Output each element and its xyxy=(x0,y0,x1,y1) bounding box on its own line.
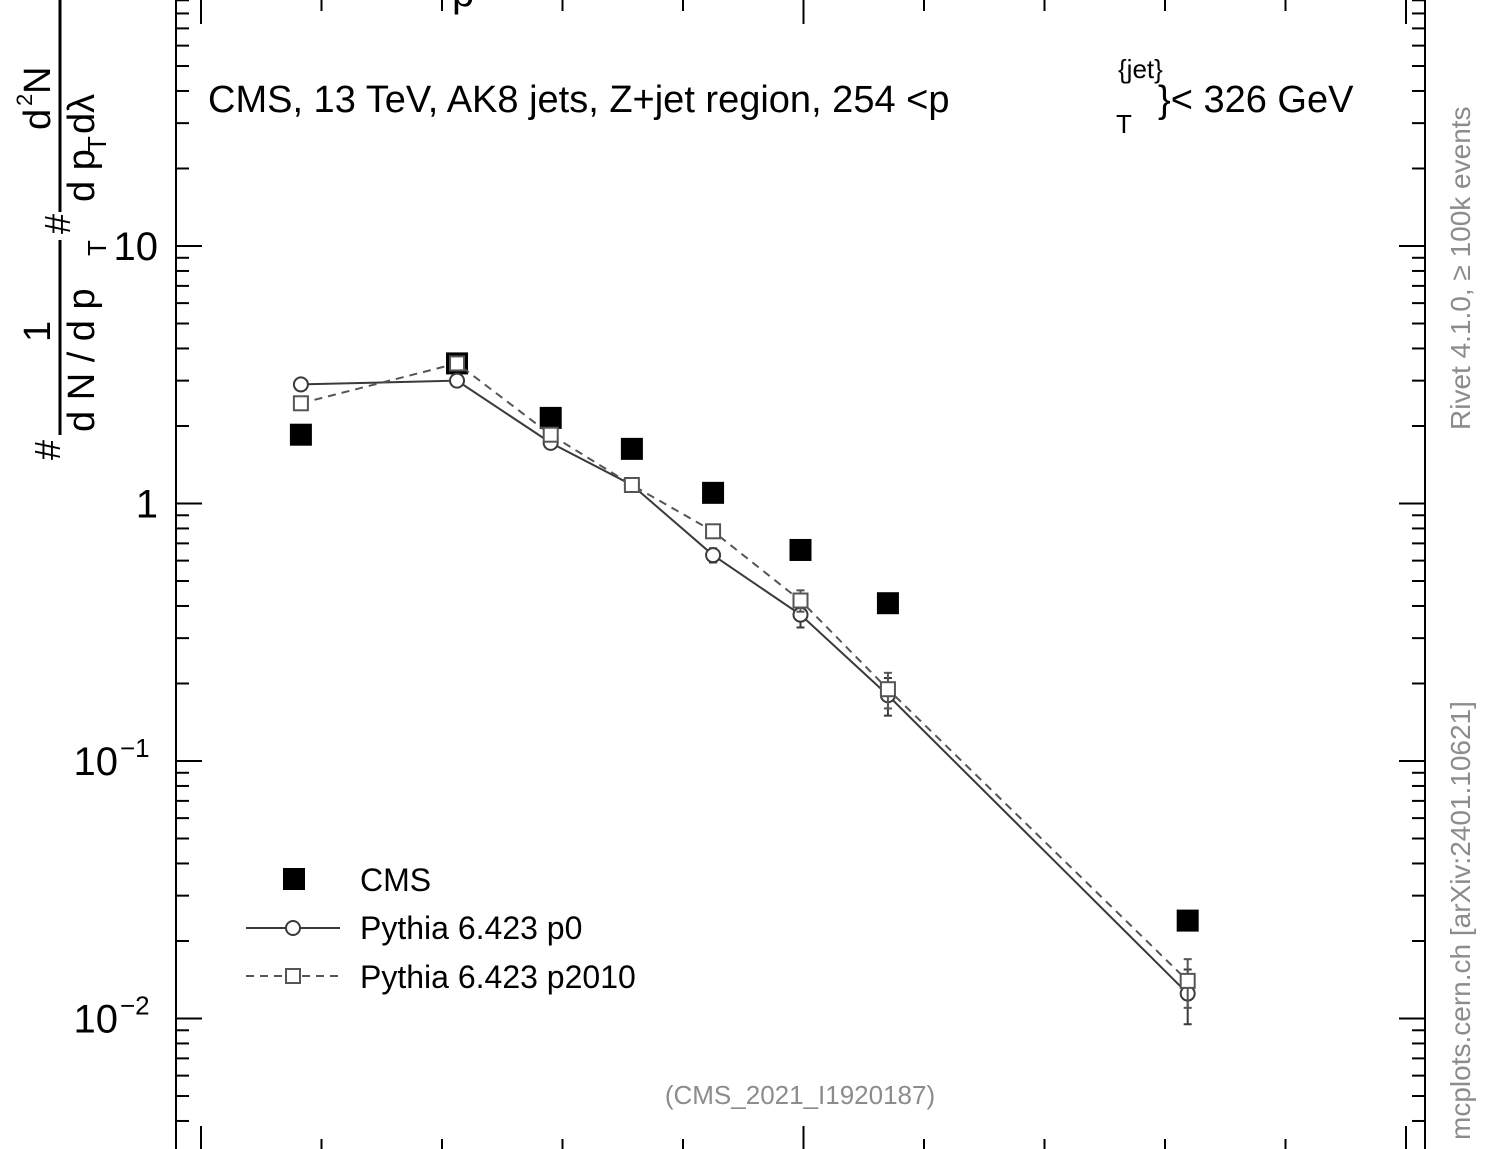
ylabel-den2-post: dλ xyxy=(61,94,103,134)
top-partial-label: p xyxy=(452,0,474,15)
ylabel-den-sub: T xyxy=(82,240,112,256)
y-tick-label: 10 xyxy=(114,225,159,269)
title-end: }< 326 GeV xyxy=(1158,79,1354,121)
data-point-square xyxy=(289,423,312,446)
data-point-square xyxy=(1176,909,1199,932)
ylabel-hash: # xyxy=(27,440,68,460)
series-line xyxy=(300,362,1189,982)
series-layer xyxy=(289,352,1199,1026)
data-point-open-square xyxy=(1179,972,1196,989)
plot-border xyxy=(175,0,1426,1149)
data-point-open-square xyxy=(449,355,466,372)
data-point-open-square xyxy=(292,395,309,412)
data-point-open-square xyxy=(879,681,896,698)
data-point-open-square xyxy=(792,592,809,609)
data-point-circle xyxy=(292,376,309,393)
data-point-open-square xyxy=(542,426,559,443)
legend: CMS Pythia 6.423 p0 Pythia 6.423 p2010 xyxy=(246,862,636,995)
title-superscript: {jet} xyxy=(1118,54,1163,84)
legend-label-p0: Pythia 6.423 p0 xyxy=(360,910,582,946)
series-line xyxy=(300,379,1189,995)
ylabel-num2-post: N xyxy=(17,67,59,94)
x-axis-ticks xyxy=(200,0,1407,1149)
ylabel-num2-pre: d xyxy=(17,109,59,130)
data-point-square xyxy=(702,481,725,504)
legend-label-cms: CMS xyxy=(360,862,431,898)
title-main: CMS, 13 TeV, AK8 jets, Z+jet region, 254… xyxy=(208,79,949,121)
y-tick-label-exponent: −1 xyxy=(120,733,150,763)
legend-marker-p0 xyxy=(285,920,301,936)
data-point-square xyxy=(539,406,562,429)
series-2 xyxy=(292,355,1196,1009)
title-subscript: T xyxy=(1116,109,1132,139)
series-0 xyxy=(289,352,1199,932)
y-tick-label-exponent: −2 xyxy=(120,991,150,1021)
plot-frame xyxy=(175,0,1426,1149)
ylabel-den2-pre: d p xyxy=(61,149,103,202)
data-point-open-square xyxy=(705,523,722,540)
ylabel-num2-sup: 2 xyxy=(12,94,37,106)
y-tick-label: 10 xyxy=(74,998,119,1042)
data-point-square xyxy=(620,437,643,460)
legend-label-p2010: Pythia 6.423 p2010 xyxy=(360,959,636,995)
analysis-id-label: (CMS_2021_I1920187) xyxy=(665,1080,935,1110)
legend-entry-p2010: Pythia 6.423 p2010 xyxy=(246,959,636,995)
data-point-square xyxy=(789,538,812,561)
ylabel-den2-sub: T xyxy=(82,136,112,152)
y-axis-label: # 1 d N / d p T # d 2 N d p T dλ xyxy=(12,0,112,460)
y-tick-label: 10 xyxy=(74,740,119,784)
rivet-side-label: Rivet 4.1.0, ≥ 100k events xyxy=(1445,106,1476,430)
y-tick-label: 1 xyxy=(136,483,158,527)
data-point-circle xyxy=(705,547,722,564)
data-point-square xyxy=(876,592,899,615)
ylabel-one: 1 xyxy=(17,321,59,342)
ylabel-denominator: d N / d p xyxy=(61,288,103,432)
legend-entry-p0: Pythia 6.423 p0 xyxy=(246,910,582,946)
ylabel-hash2: # xyxy=(37,214,78,234)
chart-title: CMS, 13 TeV, AK8 jets, Z+jet region, 254… xyxy=(208,54,1354,139)
mcplots-side-label: mcplots.cern.ch [arXiv:2401.10621] xyxy=(1445,701,1476,1140)
data-point-open-square xyxy=(623,476,640,493)
legend-marker-p2010 xyxy=(285,968,301,984)
legend-entry-cms: CMS xyxy=(283,862,431,898)
data-point-circle xyxy=(449,372,466,389)
legend-marker-cms xyxy=(283,868,305,890)
